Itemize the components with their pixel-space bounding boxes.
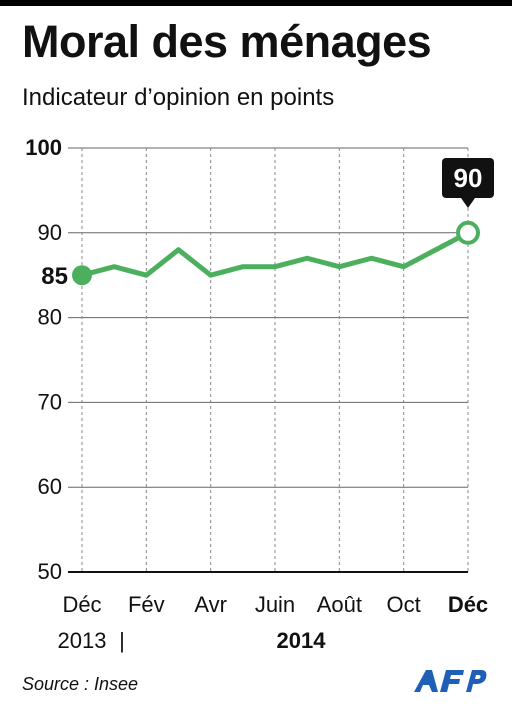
x-tick-label: Août [317,592,362,617]
x-tick-label: Déc [62,592,101,617]
year-label-end: 2014 [277,628,327,653]
callout-pointer [461,198,475,208]
data-point-end [456,220,480,245]
chart-subtitle: Indicateur d’opinion en points [22,84,335,111]
year-label-start: 2013 [58,628,107,653]
y-tick-label: 70 [38,389,62,414]
y-tick-label: 60 [38,474,62,499]
x-tick-label: Juin [255,592,295,617]
end-value-label: 90 [454,163,483,193]
x-tick-label: Oct [387,592,421,617]
label-layer: 85 90 [41,158,494,290]
end-value-callout [442,158,494,198]
x-tick-label: Avr [194,592,227,617]
y-tick-label: 80 [38,305,62,330]
year-separator: | [119,628,125,653]
source-note: Source : Insee [22,674,139,694]
chart-title: Moral des ménages [22,16,432,67]
grid-layer [68,147,469,573]
start-value-label: 85 [41,263,68,290]
y-tick-label: 100 [25,135,62,160]
afp-logo [408,664,488,698]
x-tick-label: Fév [128,592,165,617]
series-layer [72,220,480,286]
axis-layer: 50 60 70 80 90 100 Déc Fév Avr Juin Août Oct Déc 2013… [25,135,488,653]
top-rule [0,0,512,6]
x-tick-label: Déc [448,592,488,617]
data-point-start [72,265,92,286]
y-tick-label: 50 [38,559,62,584]
y-tick-label: 90 [38,220,62,245]
data-line [79,230,471,278]
